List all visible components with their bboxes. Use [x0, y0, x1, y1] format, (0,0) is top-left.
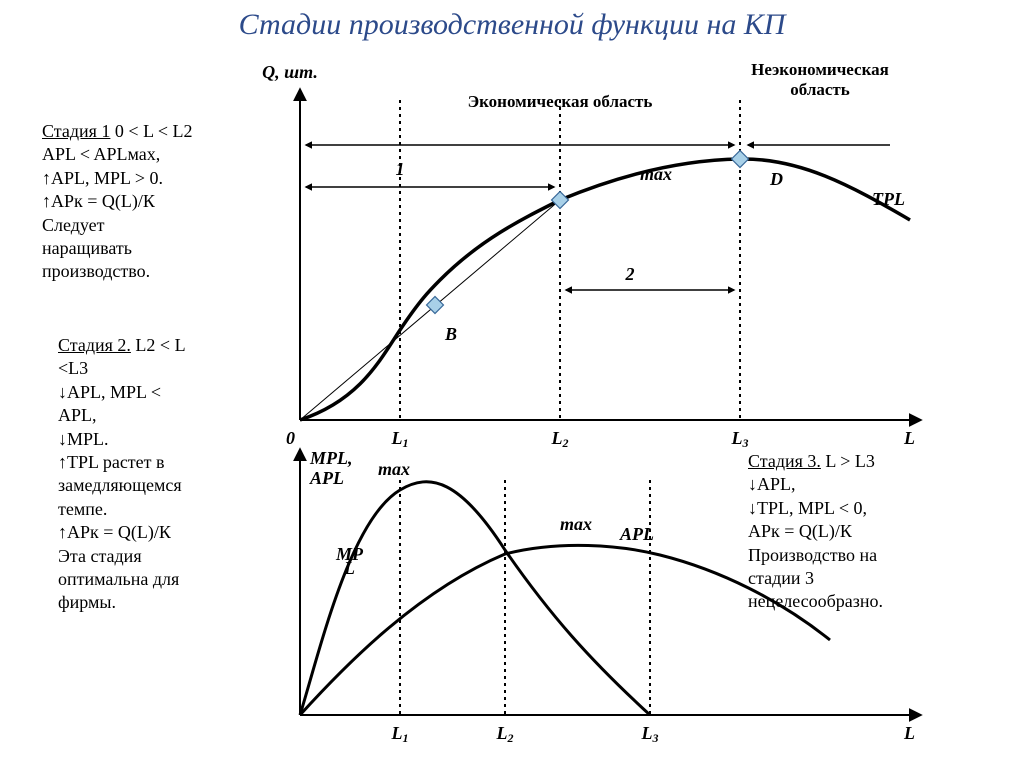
- svg-text:Экономическая область: Экономическая область: [468, 92, 653, 111]
- svg-text:max: max: [378, 459, 410, 479]
- svg-text:L3: L3: [641, 723, 659, 745]
- svg-text:L3: L3: [731, 428, 749, 450]
- svg-text:2: 2: [625, 264, 635, 284]
- svg-text:0: 0: [286, 428, 295, 448]
- svg-text:APL: APL: [309, 468, 344, 488]
- svg-text:область: область: [790, 80, 850, 99]
- svg-text:1: 1: [396, 159, 405, 179]
- svg-text:Неэкономическая: Неэкономическая: [751, 60, 889, 79]
- svg-text:D: D: [769, 169, 783, 189]
- svg-text:max: max: [560, 514, 592, 534]
- svg-text:max: max: [640, 164, 672, 184]
- svg-text:MPL,: MPL,: [309, 448, 353, 468]
- svg-text:TPL: TPL: [872, 189, 905, 209]
- svg-text:Q, шт.: Q, шт.: [262, 62, 318, 82]
- svg-text:L1: L1: [391, 428, 409, 450]
- svg-text:L2: L2: [551, 428, 569, 450]
- svg-text:L2: L2: [496, 723, 514, 745]
- svg-text:APL: APL: [619, 524, 654, 544]
- svg-text:L: L: [903, 723, 915, 743]
- svg-text:L1: L1: [391, 723, 409, 745]
- svg-text:B: B: [444, 324, 457, 344]
- svg-text:L: L: [903, 428, 915, 448]
- production-function-chart: Q, шт.L0L1L2L3Экономическая областьНеэко…: [0, 0, 1024, 768]
- svg-text:L: L: [343, 558, 355, 578]
